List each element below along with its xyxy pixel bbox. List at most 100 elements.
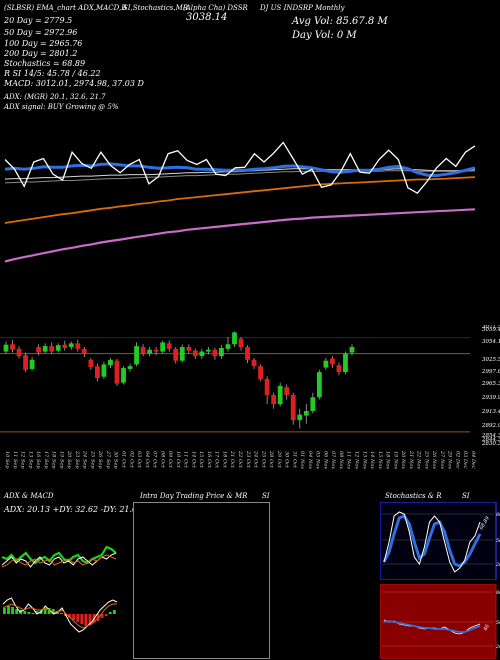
candle-body bbox=[219, 347, 224, 357]
date-tick-label: 30 Sep bbox=[113, 451, 119, 469]
intraday-panel bbox=[133, 502, 270, 659]
date-tick-label: 15 Nov bbox=[377, 451, 383, 469]
date-tick-label: 13 Sep bbox=[27, 451, 33, 469]
candle-body bbox=[75, 343, 81, 349]
candle-body bbox=[166, 343, 172, 349]
header-rsi: R SI 14/5: 45.78 / 46.22 bbox=[4, 69, 101, 78]
candle-body bbox=[101, 364, 107, 377]
date-tick-label: 21 Oct bbox=[229, 450, 235, 469]
rsi-panel: 80 50 20 46 bbox=[380, 584, 500, 659]
date-tick-label: 17 Oct bbox=[214, 451, 220, 469]
header-adx-signal: ADX signal: BUY Growing @ 5% bbox=[4, 103, 119, 111]
rsi-tick-label: 50 bbox=[496, 620, 500, 626]
candle-body bbox=[49, 346, 55, 352]
date-tick-label: 29 Oct bbox=[276, 450, 282, 469]
macd-line bbox=[2, 597, 118, 633]
candle-body bbox=[264, 379, 270, 395]
date-tick-label: 06 Nov bbox=[322, 451, 328, 469]
candle-body bbox=[134, 346, 139, 365]
date-tick-label: 03 Dec bbox=[462, 451, 468, 469]
ema-price-chart bbox=[4, 141, 476, 263]
series-line-100-day bbox=[4, 170, 476, 184]
header-line1-left: (SLBSR) EMA_chart ADX,MACD,B bbox=[4, 4, 127, 12]
macd-histogram-bar bbox=[68, 614, 71, 618]
candle-body bbox=[36, 347, 42, 353]
candle-body bbox=[160, 342, 166, 352]
date-tick-label: 21 Nov bbox=[408, 450, 414, 469]
adx-values: ADX: 20.13 +DY: 32.62 -DY: 21.69 bbox=[4, 505, 143, 514]
candle-body bbox=[330, 358, 335, 365]
macd-histogram-bar bbox=[112, 610, 116, 614]
price-tick-label: 2844.33 bbox=[481, 437, 500, 443]
date-tick-label: 22 Oct bbox=[237, 450, 243, 469]
stoch-k-line bbox=[383, 511, 481, 573]
candle-body bbox=[343, 353, 348, 373]
price-tick-label: 3071.55 bbox=[482, 325, 500, 330]
date-tick-label: 08 Oct bbox=[159, 451, 165, 469]
candle-body bbox=[245, 347, 250, 360]
candle-body bbox=[3, 344, 9, 352]
price-tick-label: 2854.33 bbox=[481, 433, 500, 439]
price-tick-label: 3054.15 bbox=[482, 339, 500, 345]
macd-histogram-bar bbox=[3, 608, 6, 614]
stoch-tick-label: 20 bbox=[495, 562, 500, 568]
candle-body bbox=[251, 359, 257, 367]
candle-body bbox=[212, 349, 218, 357]
candle-body bbox=[297, 414, 303, 421]
rsi-frame bbox=[380, 584, 497, 659]
header-line1-mid: SI,Stochastics,MR bbox=[123, 4, 189, 12]
date-tick-label: 18 Nov bbox=[385, 451, 391, 469]
stoch-si-label: SI bbox=[462, 492, 470, 500]
candle-body bbox=[108, 359, 113, 366]
candle-body bbox=[303, 411, 309, 416]
price-tick-label: 2913.42 bbox=[481, 409, 500, 415]
date-tick-label: 07 Nov bbox=[330, 451, 336, 469]
date-tick-label: 18 Oct bbox=[221, 451, 227, 469]
candle-body bbox=[316, 372, 322, 398]
macd-histogram-bar bbox=[7, 606, 10, 614]
candle-body bbox=[153, 349, 159, 352]
date-tick-label: 30 Oct bbox=[284, 451, 290, 469]
candle-body bbox=[23, 355, 28, 370]
series-line-long-ema bbox=[4, 208, 476, 263]
date-tick-label: 10 Sep bbox=[4, 451, 10, 469]
macd-histogram-bar bbox=[76, 614, 80, 622]
candle-body bbox=[29, 359, 35, 369]
date-tick-label: 04 Nov bbox=[307, 451, 313, 469]
header-adx: ADX: (MGR) 20.1, 32.6, 21.7 bbox=[4, 93, 106, 101]
price-tick-label: 2830.33 bbox=[481, 441, 500, 447]
date-tick-label: 17 Sep bbox=[43, 451, 49, 469]
date-tick-label: 16 Sep bbox=[35, 451, 41, 469]
candle-body bbox=[225, 344, 231, 349]
macd-histogram-bar bbox=[15, 609, 19, 614]
macd-histogram-bar bbox=[80, 614, 84, 624]
header-ema20: 20 Day = 2779.5 bbox=[4, 16, 73, 25]
header-avg-vol: Avg Vol: 85.67.8 M bbox=[292, 16, 388, 27]
date-tick-label: 05 Nov bbox=[315, 451, 321, 469]
candle-body bbox=[10, 344, 15, 350]
series-line-200-day bbox=[4, 176, 476, 224]
price-tick-label: 2997.65 bbox=[481, 369, 500, 375]
candle-body bbox=[349, 347, 355, 353]
header-macd: MACD: 3012.01, 2974.98, 37.03 D bbox=[4, 79, 144, 88]
candle-body bbox=[140, 347, 146, 354]
macd-histogram-bar bbox=[88, 614, 92, 625]
date-tick-label: 02 Oct bbox=[128, 451, 134, 469]
stoch-panel-title: Stochastics & R bbox=[385, 492, 442, 500]
stoch-tick-label: 50 bbox=[496, 538, 500, 544]
candle-body bbox=[114, 360, 120, 384]
candle-body bbox=[173, 348, 179, 361]
header-ema100: 100 Day = 2965.76 bbox=[4, 39, 83, 48]
date-tick-label: 03 Oct bbox=[136, 451, 142, 469]
candle-body bbox=[16, 348, 22, 357]
price-tick-label: 3025.59 bbox=[482, 357, 500, 363]
candle-body bbox=[284, 387, 290, 395]
macd-histogram-bar bbox=[23, 611, 27, 614]
date-tick-label: 27 Nov bbox=[439, 450, 445, 469]
date-tick-label: 23 Sep bbox=[74, 450, 80, 469]
date-tick-label: 14 Oct bbox=[190, 451, 196, 469]
adx-panel-title: ADX & MACD bbox=[4, 492, 54, 500]
date-tick-label: 26 Nov bbox=[431, 450, 437, 469]
stoch-d-line bbox=[382, 514, 482, 568]
candlestick-chart: 3071.553059.41 3054.15 3025.59 2997.65 2965.… bbox=[0, 325, 500, 447]
